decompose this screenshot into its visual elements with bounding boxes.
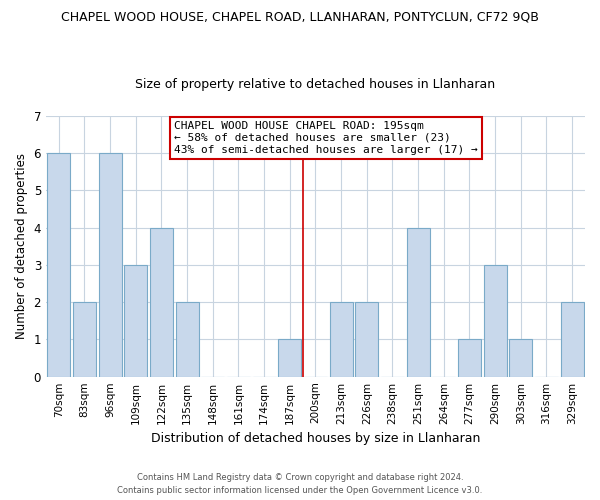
Title: Size of property relative to detached houses in Llanharan: Size of property relative to detached ho… — [136, 78, 496, 91]
Bar — [73, 302, 96, 376]
Bar — [407, 228, 430, 376]
Text: CHAPEL WOOD HOUSE CHAPEL ROAD: 195sqm
← 58% of detached houses are smaller (23)
: CHAPEL WOOD HOUSE CHAPEL ROAD: 195sqm ← … — [174, 122, 478, 154]
Bar — [458, 340, 481, 376]
Bar — [47, 153, 70, 376]
Bar — [509, 340, 532, 376]
X-axis label: Distribution of detached houses by size in Llanharan: Distribution of detached houses by size … — [151, 432, 480, 445]
Bar — [150, 228, 173, 376]
Text: CHAPEL WOOD HOUSE, CHAPEL ROAD, LLANHARAN, PONTYCLUN, CF72 9QB: CHAPEL WOOD HOUSE, CHAPEL ROAD, LLANHARA… — [61, 10, 539, 23]
Bar — [278, 340, 301, 376]
Bar — [355, 302, 379, 376]
Text: Contains HM Land Registry data © Crown copyright and database right 2024.
Contai: Contains HM Land Registry data © Crown c… — [118, 474, 482, 495]
Bar — [560, 302, 584, 376]
Bar — [176, 302, 199, 376]
Bar — [98, 153, 122, 376]
Bar — [329, 302, 353, 376]
Y-axis label: Number of detached properties: Number of detached properties — [15, 153, 28, 339]
Bar — [124, 265, 148, 376]
Bar — [484, 265, 507, 376]
